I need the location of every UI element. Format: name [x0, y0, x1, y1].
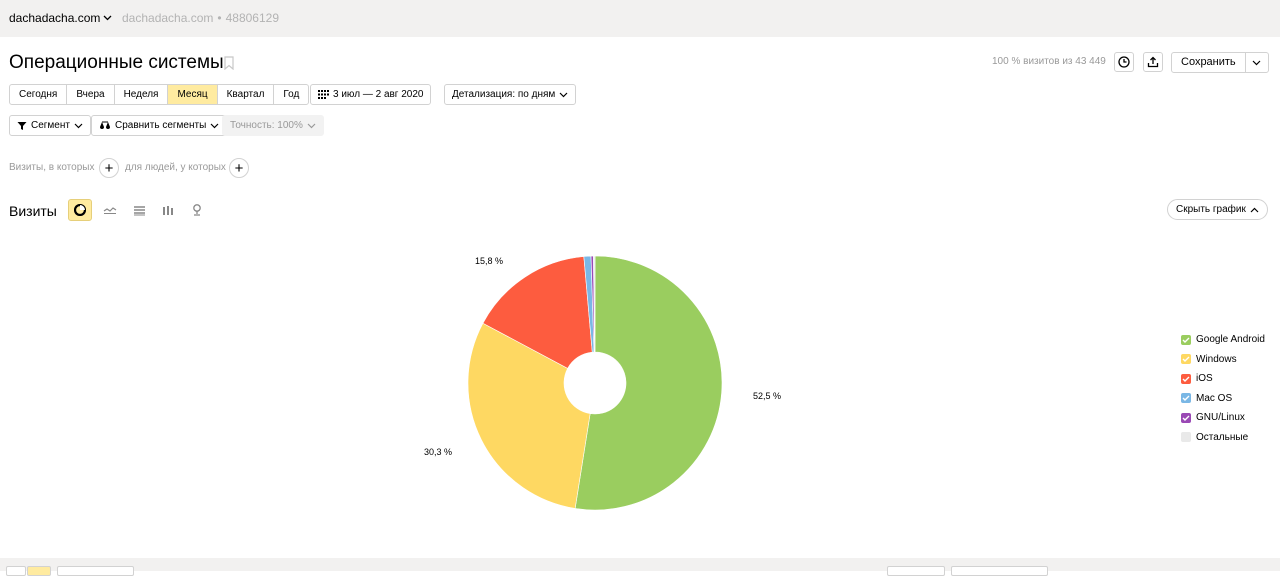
pie-slice-ios[interactable]: [482, 256, 593, 369]
pie-slice-остальные[interactable]: [593, 255, 596, 353]
chevron-down-icon: [1252, 60, 1261, 65]
chevron-up-icon: [1250, 207, 1259, 212]
site-switcher[interactable]: dachadacha.com: [9, 11, 112, 25]
pie-chart-icon: [74, 204, 86, 216]
bottom-button[interactable]: [6, 566, 26, 576]
checkbox-icon: [1181, 354, 1191, 365]
history-button[interactable]: [1114, 52, 1134, 72]
bottom-button-active[interactable]: [27, 566, 51, 576]
bottom-dropdown[interactable]: [57, 566, 134, 576]
period-yesterday[interactable]: Вчера: [67, 85, 115, 104]
map-pin-icon: [193, 204, 201, 216]
checkbox-icon: [1181, 432, 1191, 443]
slice-label-windows: 30,3 %: [424, 447, 453, 457]
pie-slice-windows[interactable]: [467, 322, 591, 509]
slice-label-ios: 15,8 %: [475, 256, 504, 266]
site-id: dachadacha.com • 48806129: [122, 11, 279, 25]
hide-chart-label: Скрыть график: [1176, 204, 1246, 215]
detail-label: Детализация: по дням: [452, 89, 556, 100]
segment-label: Сегмент: [31, 120, 70, 131]
pie-chart-button[interactable]: [68, 199, 92, 221]
visits-filter-label: Визиты, в которых: [9, 162, 95, 173]
compare-icon: [100, 121, 110, 129]
period-week[interactable]: Неделя: [115, 85, 169, 104]
legend-item-ios[interactable]: iOS: [1181, 369, 1265, 389]
save-button[interactable]: Сохранить: [1181, 56, 1236, 68]
plus-icon: +: [104, 159, 114, 177]
legend-item-google-android[interactable]: Google Android: [1181, 330, 1265, 350]
top-bar: dachadacha.com dachadacha.com • 48806129: [0, 0, 1280, 37]
export-button[interactable]: [1143, 52, 1163, 72]
pie-slice-gnu-linux[interactable]: [590, 255, 595, 353]
compare-segments-button[interactable]: Сравнить сегменты: [91, 115, 228, 136]
period-today[interactable]: Сегодня: [10, 85, 68, 104]
accuracy-label: Точность: 100%: [230, 120, 303, 131]
period-year[interactable]: Год: [283, 89, 300, 100]
checkbox-icon: [1181, 412, 1191, 423]
chevron-down-icon: [307, 123, 316, 128]
save-group: Сохранить: [1171, 52, 1269, 73]
page-title: Операционные системы: [9, 52, 224, 73]
bottom-toolbar: [0, 558, 1280, 576]
pie-slice-mac-os[interactable]: [583, 255, 595, 353]
period-quarter[interactable]: Квартал: [218, 85, 275, 104]
line-chart-button[interactable]: [98, 199, 122, 221]
bar-chart-button[interactable]: [156, 199, 180, 221]
chart-section-title: Визиты: [9, 203, 57, 219]
legend-label: Остальные: [1196, 431, 1249, 443]
site-name: dachadacha.com: [9, 11, 101, 25]
chevron-down-icon: [559, 92, 568, 97]
checkbox-icon: [1181, 393, 1191, 404]
clock-icon: [1118, 56, 1130, 68]
detail-dropdown[interactable]: Детализация: по дням: [444, 84, 577, 105]
hide-chart-button[interactable]: Скрыть график: [1167, 199, 1268, 220]
bookmark-icon[interactable]: [223, 56, 235, 70]
checkbox-icon: [1181, 334, 1191, 345]
line-chart-icon: [103, 207, 117, 214]
compare-label: Сравнить сегменты: [115, 120, 207, 131]
add-people-filter-button[interactable]: +: [229, 158, 249, 178]
map-button[interactable]: [185, 199, 209, 221]
pie-slice-google-android[interactable]: [574, 255, 723, 511]
legend-label: GNU/Linux: [1196, 412, 1245, 424]
legend-item-mac-os[interactable]: Mac OS: [1181, 389, 1265, 409]
legend-item-windows[interactable]: Windows: [1181, 350, 1265, 370]
upload-icon: [1147, 56, 1159, 68]
bottom-dropdown[interactable]: [951, 566, 1048, 576]
calendar-icon: [318, 90, 329, 99]
segment-button[interactable]: Сегмент: [9, 115, 91, 136]
legend-label: Mac OS: [1196, 392, 1233, 404]
checkbox-icon: [1181, 373, 1191, 384]
chevron-down-icon: [103, 15, 112, 21]
filter-icon: [17, 121, 27, 130]
bar-chart-icon: [163, 205, 173, 215]
chevron-down-icon: [74, 123, 83, 128]
add-visits-filter-button[interactable]: +: [99, 158, 119, 178]
legend-item-gnu-linux[interactable]: GNU/Linux: [1181, 408, 1265, 428]
bottom-button[interactable]: [887, 566, 945, 576]
legend-label: iOS: [1196, 373, 1213, 385]
stacked-area-button[interactable]: [127, 199, 151, 221]
stacked-area-icon: [133, 205, 145, 215]
legend-label: Windows: [1196, 353, 1237, 365]
chevron-down-icon: [210, 123, 219, 128]
people-filter-label: для людей, у которых: [125, 162, 226, 173]
legend-item-other[interactable]: Остальные: [1181, 428, 1265, 448]
save-options-button[interactable]: [1244, 53, 1268, 72]
slice-label-google-android: 52,5 %: [753, 391, 782, 401]
plus-icon: +: [234, 159, 244, 177]
period-month[interactable]: Месяц: [168, 85, 218, 104]
chart-legend: Google Android Windows iOS Mac OS GNU/Li…: [1181, 330, 1265, 447]
date-range-button[interactable]: 3 июл — 2 авг 2020: [310, 84, 432, 105]
period-selector: Сегодня Вчера Неделя Месяц Квартал Год: [9, 84, 310, 105]
visits-share: 100 % визитов из 43 449: [992, 56, 1106, 67]
date-range-label: 3 июл — 2 авг 2020: [333, 89, 424, 100]
accuracy-dropdown[interactable]: Точность: 100%: [222, 115, 324, 136]
legend-label: Google Android: [1196, 334, 1265, 346]
